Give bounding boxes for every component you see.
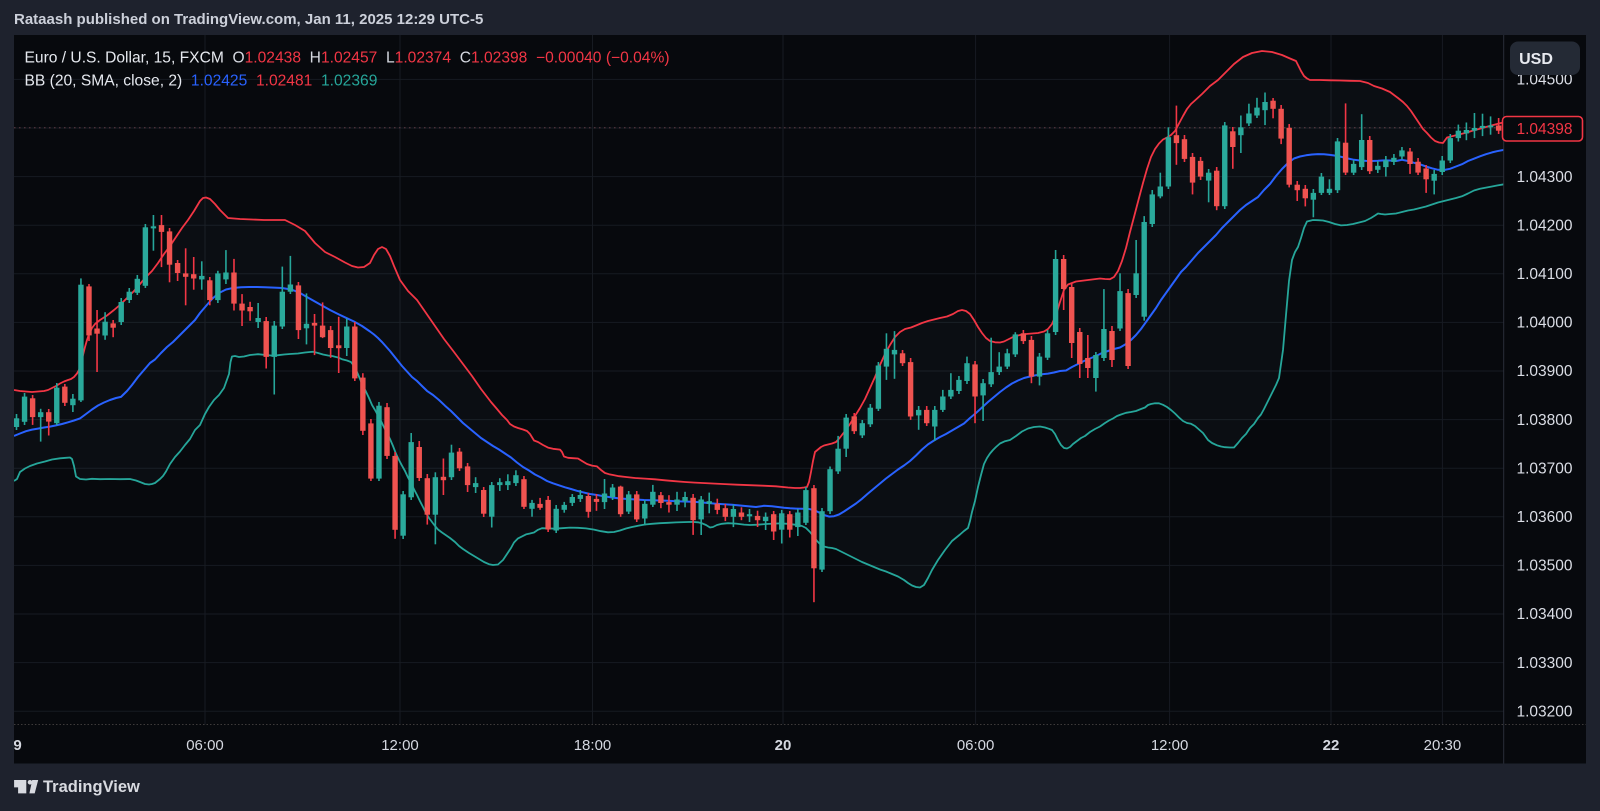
svg-text:12:00: 12:00: [1151, 737, 1189, 754]
svg-text:1.04000: 1.04000: [1517, 315, 1573, 332]
svg-text:Euro / U.S. Dollar, 15, FXCM: Euro / U.S. Dollar, 15, FXCM O1.02438 H1…: [25, 50, 670, 67]
svg-text:1.04500: 1.04500: [1517, 72, 1573, 89]
svg-text:06:00: 06:00: [957, 737, 995, 754]
svg-text:06:00: 06:00: [186, 737, 224, 754]
svg-text:20: 20: [775, 737, 792, 754]
svg-text:22: 22: [1323, 737, 1340, 754]
svg-text:1.03600: 1.03600: [1517, 509, 1573, 526]
svg-text:1.03800: 1.03800: [1517, 412, 1573, 429]
svg-text:20:30: 20:30: [1424, 737, 1462, 754]
svg-text:1.03200: 1.03200: [1517, 703, 1573, 720]
svg-text:1.03700: 1.03700: [1517, 460, 1573, 477]
svg-text:1.04200: 1.04200: [1517, 217, 1573, 234]
svg-text:9: 9: [14, 737, 22, 754]
svg-text:18:00: 18:00: [574, 737, 612, 754]
svg-text:1.03400: 1.03400: [1517, 606, 1573, 623]
svg-text:1.04398: 1.04398: [1517, 121, 1573, 138]
svg-text:12:00: 12:00: [381, 737, 419, 754]
svg-text:BB (20, SMA, close, 2) 1.0242: BB (20, SMA, close, 2) 1.02425 1.02481 1…: [25, 73, 378, 90]
svg-text:1.03300: 1.03300: [1517, 655, 1573, 672]
svg-text:1.04100: 1.04100: [1517, 266, 1573, 283]
svg-text:1.03900: 1.03900: [1517, 363, 1573, 380]
svg-text:1.04300: 1.04300: [1517, 169, 1573, 186]
svg-text:1.03500: 1.03500: [1517, 558, 1573, 575]
svg-text:USD: USD: [1519, 51, 1553, 68]
